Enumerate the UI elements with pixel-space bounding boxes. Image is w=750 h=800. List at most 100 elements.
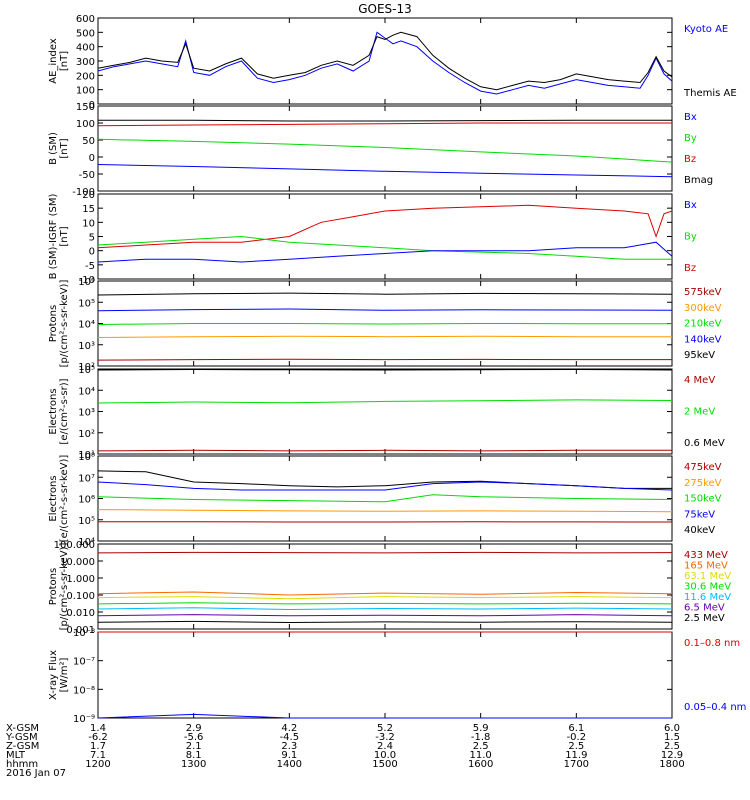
y-tick-label: 200 bbox=[76, 71, 95, 82]
legend-entry: 300keV bbox=[684, 303, 722, 314]
x-axis-value: 2.9 bbox=[186, 723, 202, 734]
series-line-165-mev bbox=[97, 591, 673, 596]
y-tick-label: 20 bbox=[82, 190, 95, 201]
plot-title: GOES-13 bbox=[358, 2, 412, 16]
y-tick-label: 10.000 bbox=[60, 557, 95, 568]
panel-3: 20 15 10 5 0 -5 -10 B (SM)-IGRF (SM) [nT] Bx By Bz bbox=[48, 190, 697, 286]
y-tick-label: 10⁻⁷ bbox=[73, 657, 95, 668]
x-axis-row-label: Y-GSM bbox=[5, 732, 38, 743]
legend-entry: Bz bbox=[684, 263, 696, 274]
y-axis-label: Electrons bbox=[48, 388, 59, 434]
y-tick-label: 50 bbox=[82, 136, 95, 147]
y-axis-label: Protons bbox=[48, 305, 59, 342]
legend-entry: By bbox=[684, 133, 697, 144]
series-line-30-6-mev bbox=[97, 602, 673, 605]
x-axis-value: -1.8 bbox=[471, 732, 491, 743]
panel-frame bbox=[97, 368, 673, 455]
y-tick-label: 10⁵ bbox=[78, 298, 95, 309]
series-line-575kev bbox=[97, 358, 672, 361]
legend-entry: 0.6 MeV bbox=[684, 438, 725, 449]
x-axis-value: -0.2 bbox=[567, 732, 587, 743]
x-axis-value: -6.2 bbox=[88, 732, 108, 743]
legend-entry: 6.5 MeV bbox=[684, 603, 725, 614]
y-tick-label: 10⁴ bbox=[78, 386, 95, 397]
x-axis-value: -4.5 bbox=[280, 732, 300, 743]
y-tick-label: 10² bbox=[78, 362, 95, 373]
legend-entry: Bx bbox=[684, 112, 697, 123]
legend-entry: 433 MeV bbox=[684, 550, 728, 561]
panel-5: 10⁵ 10⁴ 10³ 10² 10¹ Electrons [e/(cm²-s-sr)] 4 … bbox=[48, 365, 725, 461]
x-axis-value: 1.5 bbox=[664, 732, 680, 743]
x-axis-value: -3.2 bbox=[375, 732, 395, 743]
series-line-300kev bbox=[97, 335, 672, 338]
y-tick-label: 10⁻⁸ bbox=[73, 685, 95, 696]
series-line-kyoto-ae bbox=[97, 31, 673, 95]
y-tick-label: 0.100 bbox=[66, 591, 95, 602]
panel-2: 150 100 50 0 -50 -100 B (SM) [nT] Bx By Bz Bmag bbox=[48, 102, 713, 198]
y-tick-label: 10² bbox=[78, 429, 95, 440]
series-line-bx bbox=[97, 164, 673, 178]
series-line-140kev bbox=[97, 308, 673, 312]
series-line-bz bbox=[97, 204, 673, 249]
x-axis-value: 2.4 bbox=[377, 741, 393, 752]
x-axis-value: 2.5 bbox=[664, 741, 680, 752]
x-axis-value: 1800 bbox=[659, 759, 684, 770]
y-tick-label: 10⁵ bbox=[78, 365, 95, 376]
series-line-bx bbox=[97, 241, 673, 263]
series-line-6-5-mev bbox=[97, 614, 673, 617]
x-axis-row-label: MLT bbox=[6, 750, 26, 761]
x-axis-value: 1400 bbox=[277, 759, 302, 770]
y-tick-label: 0 bbox=[89, 100, 95, 111]
x-axis-value: 1.7 bbox=[90, 741, 106, 752]
panel-frame bbox=[97, 105, 673, 192]
y-tick-label: 10⁸ bbox=[78, 452, 95, 463]
date-label: 2016 Jan 07 bbox=[6, 768, 66, 779]
legend-entry: 63.1 MeV bbox=[684, 571, 731, 582]
x-axis-row-label: X-GSM bbox=[6, 723, 39, 734]
y-axis-label: [nT] bbox=[59, 226, 70, 246]
y-axis-label: [p/(cm²-s-sr-keV)] bbox=[59, 280, 70, 368]
panel-1: 600 500 400 300 200 100 0 AE_index [nT] Kyoto AE T… bbox=[48, 14, 737, 111]
legend-entry: 0.1–0.8 nm bbox=[684, 638, 740, 649]
legend-entry: By bbox=[684, 232, 697, 243]
x-axis-value: 9.1 bbox=[281, 750, 297, 761]
x-axis-value: 1500 bbox=[372, 759, 397, 770]
y-tick-label: 300 bbox=[76, 57, 95, 68]
y-axis-label: [e/(cm²-s-sr-keV)] bbox=[59, 455, 70, 543]
x-axis-value: 2.5 bbox=[473, 741, 489, 752]
y-tick-label: 10³ bbox=[78, 408, 95, 419]
legend-entry: 40keV bbox=[684, 525, 715, 536]
x-axis-value: 6.0 bbox=[664, 723, 680, 734]
legend-entry: 30.6 MeV bbox=[684, 582, 731, 593]
x-axis-value: 2.5 bbox=[568, 741, 584, 752]
y-tick-label: 1.000 bbox=[66, 574, 95, 585]
y-tick-label: 100 bbox=[76, 119, 95, 130]
series-line-275kev bbox=[97, 509, 673, 513]
legend-entry: 575keV bbox=[684, 287, 722, 298]
x-axis-value: 2.1 bbox=[186, 741, 202, 752]
y-tick-label: 0 bbox=[89, 153, 95, 164]
y-tick-label: 150 bbox=[76, 102, 95, 113]
y-tick-label: 500 bbox=[76, 28, 95, 39]
x-axis-value: 11.0 bbox=[470, 750, 492, 761]
x-axis-value: 5.2 bbox=[377, 723, 393, 734]
panel-7: 100.000 10.000 1.000 0.100 0.010 0.001 Protons… bbox=[48, 540, 731, 636]
series-line-75kev bbox=[97, 481, 673, 491]
series-line-4-mev bbox=[97, 449, 672, 452]
x-axis-value: 11.9 bbox=[565, 750, 587, 761]
y-tick-label: 10 bbox=[82, 218, 95, 229]
y-tick-label: -50 bbox=[79, 170, 95, 181]
panel-frame bbox=[97, 17, 673, 105]
legend-entry: 275keV bbox=[684, 478, 722, 489]
y-axis-label: B (SM)-IGRF (SM) bbox=[48, 194, 59, 280]
x-axis-value: 5.9 bbox=[473, 723, 489, 734]
series-line-150kev bbox=[97, 494, 673, 503]
series-line-433-mev bbox=[97, 551, 673, 554]
x-axis-value: 4.2 bbox=[281, 723, 297, 734]
y-tick-label: 600 bbox=[76, 14, 95, 25]
series-line-0-6-mev bbox=[97, 368, 673, 371]
x-axis-value: 1300 bbox=[181, 759, 206, 770]
y-tick-label: 10³ bbox=[78, 341, 95, 352]
x-axis-value: 8.1 bbox=[186, 750, 202, 761]
